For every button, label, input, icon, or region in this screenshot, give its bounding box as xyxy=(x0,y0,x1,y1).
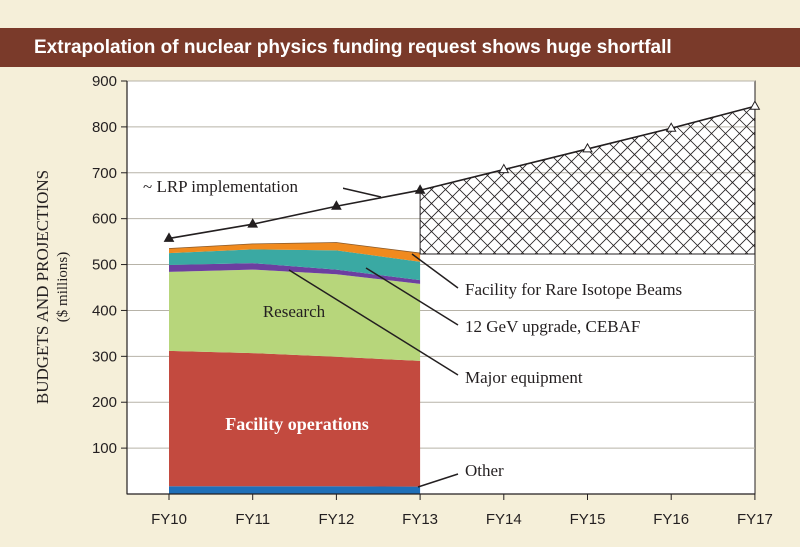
hatch-line xyxy=(788,0,800,547)
hatch-line xyxy=(760,0,800,547)
axes xyxy=(121,80,756,500)
callout-line-lrp xyxy=(341,187,382,198)
label-major-equipment: Major equipment xyxy=(465,368,583,387)
lrp-point-fy17 xyxy=(749,100,761,110)
y-axis-units: ($ millions) xyxy=(55,252,71,322)
chart-title: Extrapolation of nuclear physics funding… xyxy=(0,28,800,67)
y-tick-label: 900 xyxy=(92,73,117,90)
lrp-point-fy11 xyxy=(247,218,259,228)
tick-labels: FY10 FY11 FY12 FY13 FY14 FY15 FY16 FY17 100 200 30… xyxy=(92,73,773,528)
y-tick-label: 800 xyxy=(92,119,117,136)
callout-line-cebaf xyxy=(365,267,459,326)
y-tick-label: 100 xyxy=(92,440,117,457)
callout-line-other xyxy=(417,473,459,488)
area-facility-operations xyxy=(169,350,421,487)
lrp-point-fy10 xyxy=(163,232,175,242)
y-tick-label: 500 xyxy=(92,257,117,274)
y-tick-label: 400 xyxy=(92,302,117,319)
lrp-line xyxy=(163,100,761,242)
y-axis-label: BUDGETS AND PROJECTIONS xyxy=(33,170,52,404)
stack-top-edge xyxy=(168,242,421,254)
y-tick-label: 700 xyxy=(92,165,117,182)
callout-bg-lrp xyxy=(139,174,343,198)
x-tick-label: FY10 xyxy=(151,511,187,528)
hatch-line xyxy=(0,0,145,547)
x-tick-label: FY16 xyxy=(653,511,689,528)
label-facility-operations: Facility operations xyxy=(225,414,368,434)
x-tick-label: FY11 xyxy=(235,511,270,528)
x-tick-label: FY14 xyxy=(486,511,522,528)
lrp-point-fy15 xyxy=(582,142,593,153)
hatch-line xyxy=(788,0,800,547)
callout-line-major-equipment xyxy=(288,269,459,376)
lrp-point-fy13 xyxy=(414,184,426,194)
y-tick-label: 200 xyxy=(92,394,117,411)
lrp-point-fy14 xyxy=(498,163,510,174)
label-lrp: ~ LRP implementation xyxy=(143,177,298,196)
y-tick-label: 300 xyxy=(92,348,117,365)
area-other xyxy=(169,486,421,494)
area-12-gev-upgrade-cebaf xyxy=(169,249,421,281)
callouts: ~ LRP implementation Facility for Rare I… xyxy=(139,174,682,488)
lrp-point-fy12 xyxy=(331,200,342,210)
area-research xyxy=(169,269,421,361)
label-frib: Facility for Rare Isotope Beams xyxy=(465,280,682,299)
hatch-line xyxy=(774,0,800,547)
y-tick-label: 600 xyxy=(92,211,117,228)
area-major-equipment xyxy=(169,263,421,284)
label-research: Research xyxy=(263,302,326,321)
label-other: Other xyxy=(465,461,504,480)
x-tick-label: FY17 xyxy=(737,511,773,528)
x-tick-label: FY12 xyxy=(318,511,354,528)
hatch-line xyxy=(774,0,800,547)
lrp-path xyxy=(168,105,756,240)
label-cebaf: 12 GeV upgrade, CEBAF xyxy=(465,317,640,336)
lrp-point-fy16 xyxy=(665,122,677,132)
callout-line-frib xyxy=(411,253,459,289)
x-tick-label: FY13 xyxy=(402,511,438,528)
stacked-areas xyxy=(168,242,421,494)
hatch-line xyxy=(0,0,145,547)
area-facility-for-rare-isotope-beams xyxy=(169,242,421,262)
x-tick-label: FY15 xyxy=(570,511,606,528)
hatch-line xyxy=(760,0,800,547)
